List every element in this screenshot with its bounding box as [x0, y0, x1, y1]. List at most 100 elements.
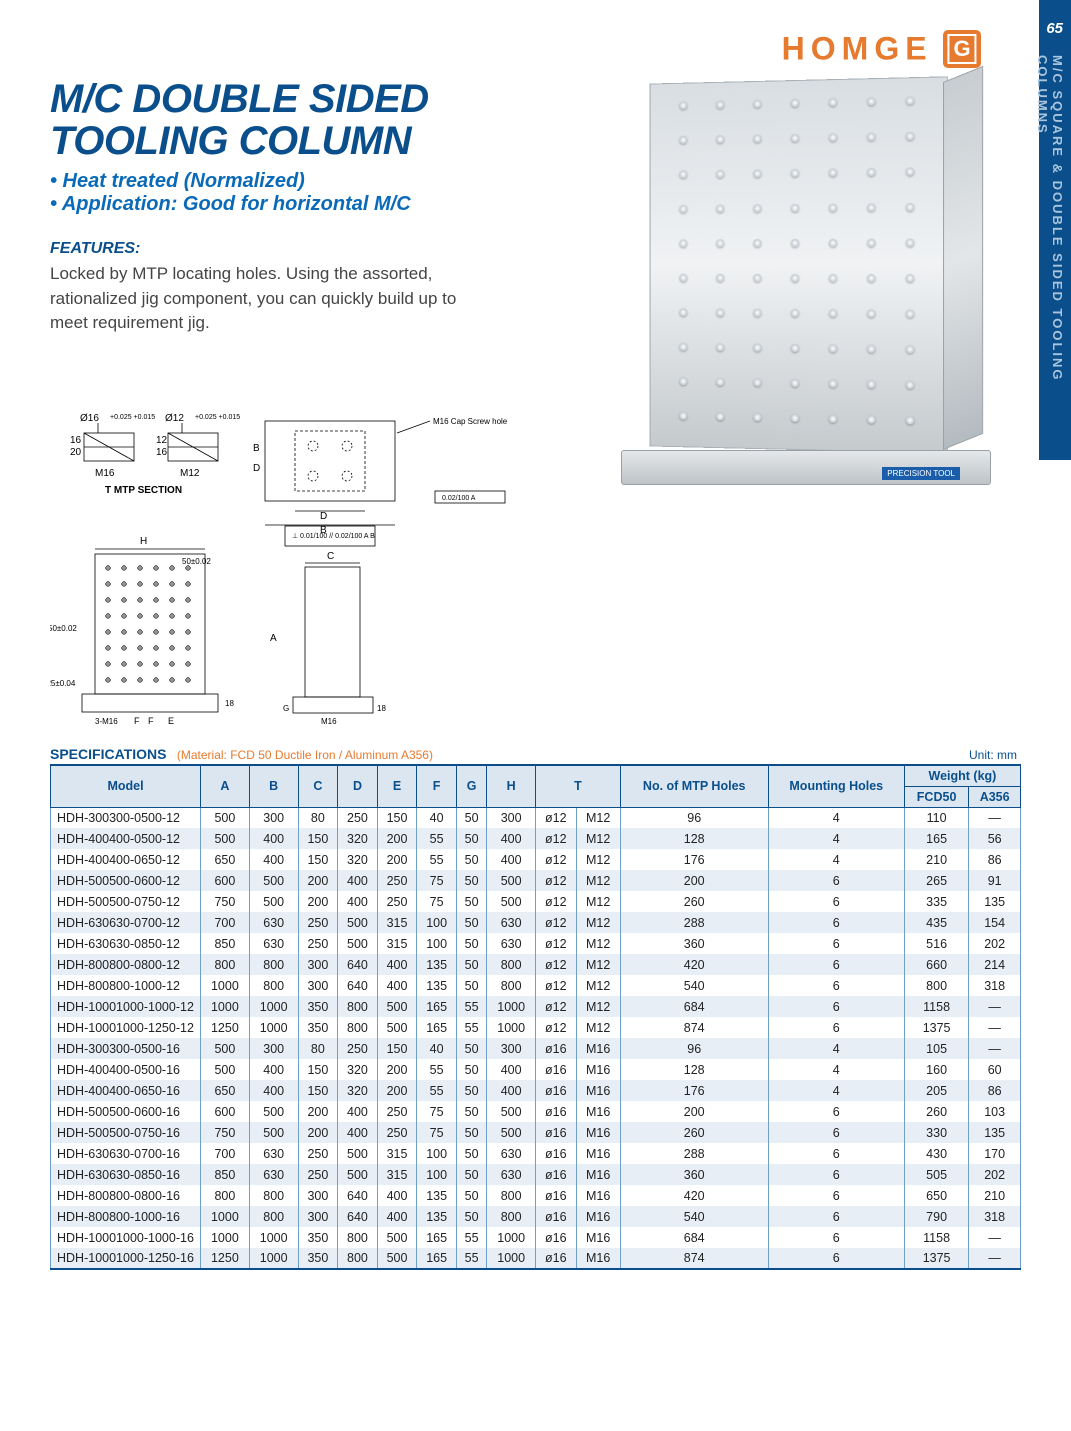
table-cell: ø12	[536, 891, 577, 912]
table-cell: 160	[904, 1059, 968, 1080]
mounting-hole-icon	[716, 412, 724, 420]
table-cell: 50	[456, 870, 486, 891]
table-cell: 6	[768, 870, 904, 891]
table-cell: 500	[338, 912, 378, 933]
table-cell: ø12	[536, 828, 577, 849]
table-cell: 350	[298, 1227, 338, 1248]
specifications-table: Model A B C D E F G H T No. of MTP Holes…	[50, 764, 1021, 1271]
table-cell: 1000	[487, 996, 536, 1017]
svg-text:G: G	[283, 704, 289, 713]
table-cell: 420	[620, 954, 768, 975]
table-cell: 50	[456, 912, 486, 933]
table-cell: 600	[201, 1101, 250, 1122]
mounting-hole-icon	[791, 414, 799, 422]
col-mounting-holes: Mounting Holes	[768, 765, 904, 808]
table-cell: 400	[487, 1080, 536, 1101]
table-cell: 650	[904, 1185, 968, 1206]
col-mtp-holes: No. of MTP Holes	[620, 765, 768, 808]
table-cell: 6	[768, 954, 904, 975]
table-cell: 630	[487, 912, 536, 933]
table-cell: 150	[377, 807, 417, 828]
mounting-hole-icon	[753, 135, 761, 143]
table-cell: 630	[487, 1143, 536, 1164]
table-cell: 210	[969, 1185, 1021, 1206]
table-cell: ø16	[536, 1080, 577, 1101]
col-A: A	[201, 765, 250, 808]
table-cell: 200	[377, 1080, 417, 1101]
table-cell: HDH-500500-0600-12	[51, 870, 201, 891]
table-cell: 500	[377, 996, 417, 1017]
table-cell: 288	[620, 1143, 768, 1164]
table-cell: 500	[487, 870, 536, 891]
table-cell: 700	[201, 912, 250, 933]
table-cell: HDH-400400-0500-12	[51, 828, 201, 849]
table-cell: HDH-630630-0850-16	[51, 1164, 201, 1185]
table-cell: M16	[576, 1080, 620, 1101]
table-cell: 250	[298, 912, 338, 933]
mounting-hole-icon	[791, 239, 799, 247]
table-cell: 500	[377, 1227, 417, 1248]
col-H: H	[487, 765, 536, 808]
table-cell: 50	[456, 1038, 486, 1059]
table-cell: 700	[201, 1143, 250, 1164]
table-cell: 500	[377, 1017, 417, 1038]
table-cell: 200	[377, 1059, 417, 1080]
col-a356: A356	[969, 786, 1021, 807]
table-cell: 205	[904, 1080, 968, 1101]
table-cell: 50	[456, 933, 486, 954]
table-row: HDH-400400-0500-125004001503202005550400…	[51, 828, 1021, 849]
mounting-hole-icon	[906, 168, 914, 176]
mounting-hole-icon	[753, 413, 761, 421]
table-cell: 650	[201, 849, 250, 870]
svg-text:M16: M16	[95, 468, 115, 479]
table-cell: M12	[576, 996, 620, 1017]
table-cell: HDH-500500-0600-16	[51, 1101, 201, 1122]
table-cell: 350	[298, 1248, 338, 1269]
table-cell: 800	[249, 1185, 298, 1206]
table-cell: 500	[487, 1122, 536, 1143]
table-cell: 75	[417, 1122, 457, 1143]
table-cell: 1000	[487, 1248, 536, 1269]
table-cell: 250	[377, 1122, 417, 1143]
mounting-hole-icon	[753, 100, 761, 108]
table-cell: 750	[201, 891, 250, 912]
table-row: HDH-800800-0800-128008003006404001355080…	[51, 954, 1021, 975]
table-cell: 500	[201, 807, 250, 828]
mounting-hole-icon	[829, 344, 837, 352]
table-cell: 500	[249, 1122, 298, 1143]
table-cell: 1000	[201, 1206, 250, 1227]
table-cell: HDH-300300-0500-16	[51, 1038, 201, 1059]
mounting-hole-icon	[679, 136, 687, 144]
table-cell: 40	[417, 1038, 457, 1059]
table-cell: 800	[338, 1017, 378, 1038]
table-cell: 135	[969, 891, 1021, 912]
table-cell: 300	[298, 954, 338, 975]
table-cell: HDH-400400-0500-16	[51, 1059, 201, 1080]
table-cell: 214	[969, 954, 1021, 975]
table-cell: 1000	[249, 1248, 298, 1269]
col-fcd50: FCD50	[904, 786, 968, 807]
svg-text:A: A	[270, 633, 277, 644]
mounting-hole-icon	[906, 381, 914, 389]
table-row: HDH-630630-0850-128506302505003151005063…	[51, 933, 1021, 954]
table-cell: M16	[576, 1101, 620, 1122]
table-cell: M12	[576, 870, 620, 891]
mounting-hole-icon	[867, 168, 875, 176]
table-cell: 640	[338, 1206, 378, 1227]
table-row: HDH-500500-0750-127505002004002507550500…	[51, 891, 1021, 912]
table-cell: 100	[417, 912, 457, 933]
table-row: HDH-10001000-1250-1612501000350800500165…	[51, 1248, 1021, 1269]
mounting-hole-icon	[753, 239, 761, 247]
table-cell: 4	[768, 1038, 904, 1059]
table-row: HDH-400400-0650-126504001503202005550400…	[51, 849, 1021, 870]
table-cell: 165	[417, 1227, 457, 1248]
table-cell: 150	[298, 828, 338, 849]
mounting-hole-icon	[906, 203, 914, 211]
table-cell: 55	[456, 996, 486, 1017]
mounting-hole-icon	[867, 203, 875, 211]
table-cell: 318	[969, 975, 1021, 996]
table-cell: 800	[249, 1206, 298, 1227]
table-cell: HDH-500500-0750-16	[51, 1122, 201, 1143]
table-cell: HDH-400400-0650-12	[51, 849, 201, 870]
table-cell: 80	[298, 1038, 338, 1059]
